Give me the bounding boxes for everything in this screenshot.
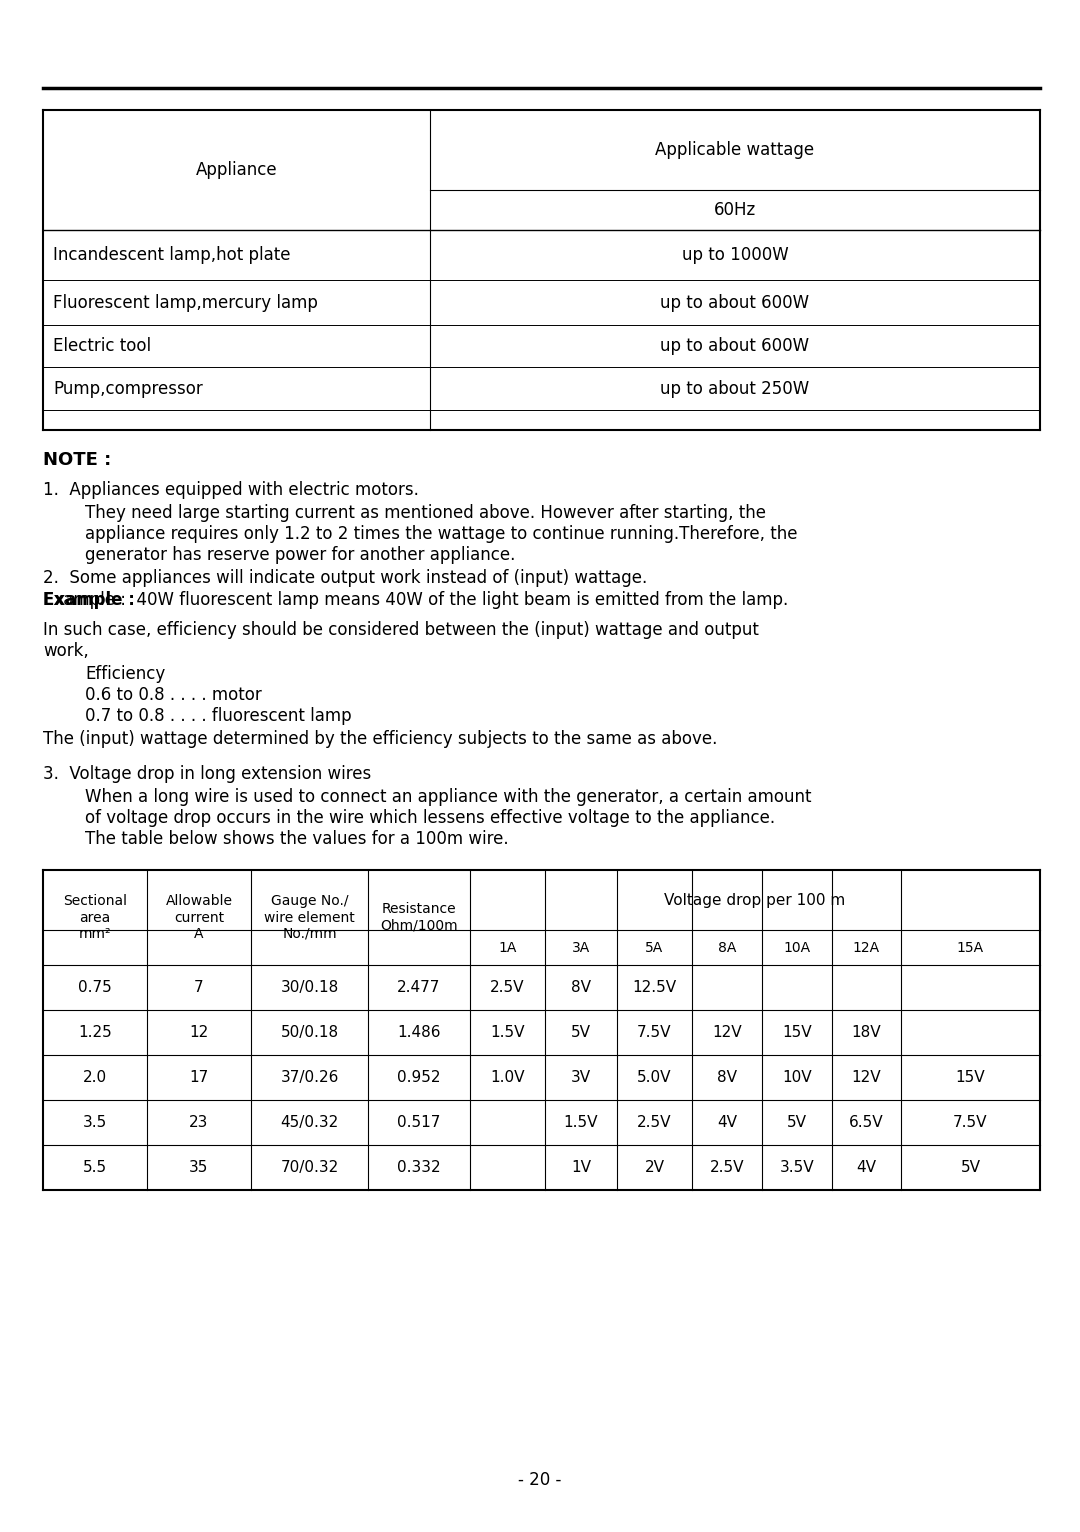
Text: Appliance: Appliance — [195, 161, 278, 179]
Text: 3V: 3V — [571, 1069, 591, 1085]
Text: 5V: 5V — [787, 1115, 807, 1131]
Text: 3A: 3A — [572, 941, 590, 954]
Text: up to about 600W: up to about 600W — [661, 294, 810, 311]
Text: 3.5V: 3.5V — [780, 1160, 814, 1175]
Text: When a long wire is used to connect an appliance with the generator, a certain a: When a long wire is used to connect an a… — [85, 787, 811, 806]
Text: 15V: 15V — [782, 1025, 812, 1040]
Text: The table below shows the values for a 100m wire.: The table below shows the values for a 1… — [85, 830, 509, 849]
Text: Gauge No./
wire element
No./mm: Gauge No./ wire element No./mm — [265, 895, 355, 941]
Text: Applicable wattage: Applicable wattage — [656, 141, 814, 159]
Text: 12V: 12V — [852, 1069, 881, 1085]
Text: Sectional
area
mm²: Sectional area mm² — [63, 895, 127, 941]
Text: Efficiency: Efficiency — [85, 665, 165, 683]
Text: Electric tool: Electric tool — [53, 337, 151, 355]
Text: 12V: 12V — [712, 1025, 742, 1040]
Text: of voltage drop occurs in the wire which lessens effective voltage to the applia: of voltage drop occurs in the wire which… — [85, 809, 775, 827]
Text: 12A: 12A — [853, 941, 880, 954]
Text: 1.  Appliances equipped with electric motors.: 1. Appliances equipped with electric mot… — [43, 481, 419, 499]
Text: 0.6 to 0.8 . . . . motor: 0.6 to 0.8 . . . . motor — [85, 686, 261, 705]
Text: up to 1000W: up to 1000W — [681, 247, 788, 264]
Text: up to about 600W: up to about 600W — [661, 337, 810, 355]
Text: 5V: 5V — [960, 1160, 981, 1175]
Text: 10V: 10V — [782, 1069, 812, 1085]
Text: 12: 12 — [189, 1025, 208, 1040]
Text: - 20 -: - 20 - — [518, 1471, 562, 1489]
Text: 30/0.18: 30/0.18 — [281, 980, 339, 994]
Text: Example :: Example : — [43, 591, 135, 610]
Text: 0.332: 0.332 — [397, 1160, 441, 1175]
Text: 37/0.26: 37/0.26 — [281, 1069, 339, 1085]
Text: work,: work, — [43, 642, 89, 660]
Text: 45/0.32: 45/0.32 — [281, 1115, 339, 1131]
Text: 1.5V: 1.5V — [490, 1025, 525, 1040]
Text: 8V: 8V — [571, 980, 591, 994]
Text: 5.5: 5.5 — [83, 1160, 107, 1175]
Text: 5.0V: 5.0V — [637, 1069, 672, 1085]
Text: Fluorescent lamp,mercury lamp: Fluorescent lamp,mercury lamp — [53, 294, 318, 311]
Text: 0.75: 0.75 — [78, 980, 112, 994]
Text: 2.477: 2.477 — [397, 980, 441, 994]
Text: 10A: 10A — [783, 941, 811, 954]
Text: 50/0.18: 50/0.18 — [281, 1025, 338, 1040]
Text: 2.5V: 2.5V — [710, 1160, 744, 1175]
Text: 5V: 5V — [571, 1025, 591, 1040]
Text: 70/0.32: 70/0.32 — [281, 1160, 339, 1175]
Text: 12.5V: 12.5V — [633, 980, 676, 994]
Text: 1A: 1A — [498, 941, 516, 954]
Text: 18V: 18V — [852, 1025, 881, 1040]
Text: 1V: 1V — [571, 1160, 591, 1175]
Text: generator has reserve power for another appliance.: generator has reserve power for another … — [85, 545, 515, 564]
Text: 2.  Some appliances will indicate output work instead of (input) wattage.: 2. Some appliances will indicate output … — [43, 568, 647, 587]
Text: 15V: 15V — [956, 1069, 985, 1085]
Text: appliance requires only 1.2 to 2 times the wattage to continue running.Therefore: appliance requires only 1.2 to 2 times t… — [85, 525, 797, 542]
Text: 0.7 to 0.8 . . . . fluorescent lamp: 0.7 to 0.8 . . . . fluorescent lamp — [85, 706, 352, 725]
Text: 0.517: 0.517 — [397, 1115, 441, 1131]
Text: 1.0V: 1.0V — [490, 1069, 525, 1085]
Text: 1.486: 1.486 — [397, 1025, 441, 1040]
Text: 60Hz: 60Hz — [714, 201, 756, 219]
Text: 3.5: 3.5 — [83, 1115, 107, 1131]
Text: Allowable
current
A: Allowable current A — [165, 895, 232, 941]
Text: Voltage drop per 100 m: Voltage drop per 100 m — [664, 893, 846, 907]
Text: 1.5V: 1.5V — [564, 1115, 598, 1131]
Text: 23: 23 — [189, 1115, 208, 1131]
Text: Incandescent lamp,hot plate: Incandescent lamp,hot plate — [53, 247, 291, 264]
Text: NOTE :: NOTE : — [43, 450, 111, 469]
Text: 8A: 8A — [718, 941, 737, 954]
Text: 17: 17 — [189, 1069, 208, 1085]
Text: up to about 250W: up to about 250W — [660, 380, 810, 397]
Text: 7.5V: 7.5V — [637, 1025, 672, 1040]
Text: Example :  40W fluorescent lamp means 40W of the light beam is emitted from the : Example : 40W fluorescent lamp means 40W… — [43, 591, 788, 610]
Text: 3.  Voltage drop in long extension wires: 3. Voltage drop in long extension wires — [43, 764, 372, 783]
Text: 4V: 4V — [856, 1160, 877, 1175]
Text: 1.25: 1.25 — [78, 1025, 112, 1040]
Text: 2.5V: 2.5V — [490, 980, 525, 994]
Text: 35: 35 — [189, 1160, 208, 1175]
Text: Resistance
Ohm/100m: Resistance Ohm/100m — [380, 902, 458, 933]
Text: 7.5V: 7.5V — [954, 1115, 988, 1131]
Text: In such case, efficiency should be considered between the (input) wattage and ou: In such case, efficiency should be consi… — [43, 620, 759, 639]
Text: The (input) wattage determined by the efficiency subjects to the same as above.: The (input) wattage determined by the ef… — [43, 731, 717, 748]
Text: 4V: 4V — [717, 1115, 737, 1131]
Text: 8V: 8V — [717, 1069, 737, 1085]
Text: 2.5V: 2.5V — [637, 1115, 672, 1131]
Text: 6.5V: 6.5V — [849, 1115, 883, 1131]
Text: 2V: 2V — [645, 1160, 664, 1175]
Text: They need large starting current as mentioned above. However after starting, the: They need large starting current as ment… — [85, 504, 766, 522]
Text: 15A: 15A — [957, 941, 984, 954]
Text: 2.0: 2.0 — [83, 1069, 107, 1085]
Text: 7: 7 — [194, 980, 204, 994]
Text: 5A: 5A — [646, 941, 663, 954]
Text: Pump,compressor: Pump,compressor — [53, 380, 203, 397]
Text: 0.952: 0.952 — [397, 1069, 441, 1085]
